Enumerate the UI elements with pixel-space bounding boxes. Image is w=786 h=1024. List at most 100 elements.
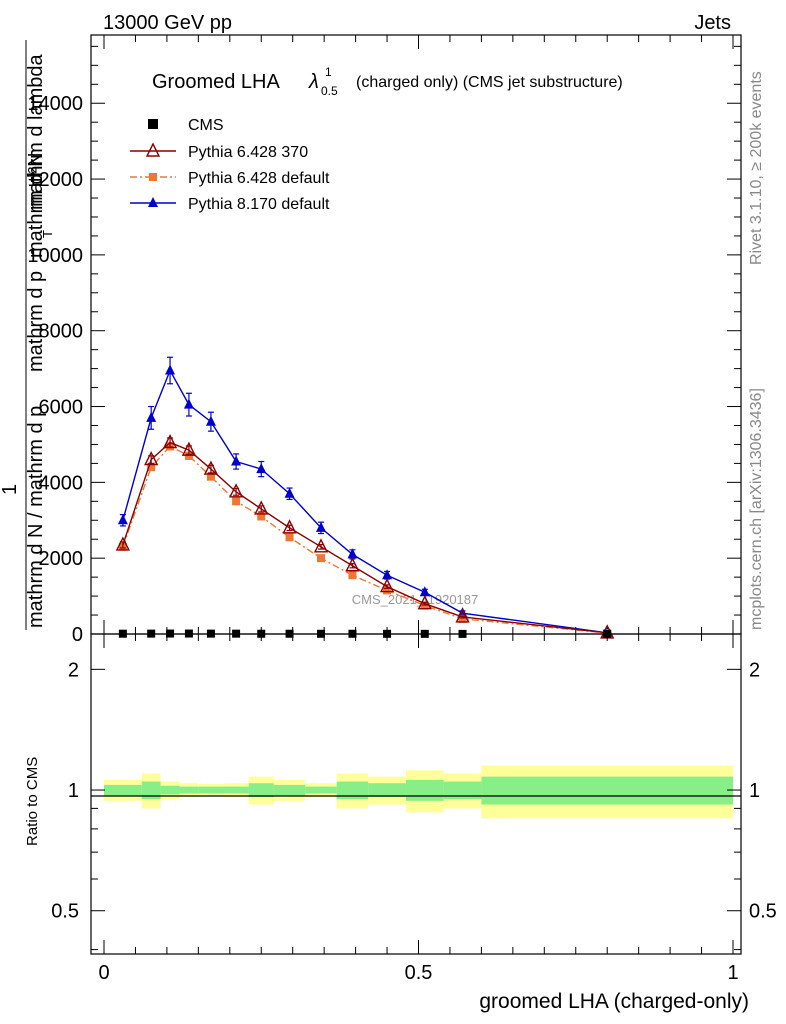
data-point [148, 119, 158, 129]
data-point [181, 441, 197, 456]
data-point [183, 398, 194, 409]
ratio-band-inner [198, 786, 224, 794]
ratio-axis-ticks [91, 634, 741, 954]
data-point [162, 433, 178, 449]
data-point [232, 497, 241, 506]
legend-entry: Pythia 6.428 370 [130, 142, 308, 161]
legend-label: Pythia 8.170 default [188, 196, 330, 213]
title-subscript: 0.5 [321, 84, 338, 98]
ratio-y-tick-label-left: 2 [68, 659, 79, 681]
plot-title: Groomed LHA λ 1 0.5 (charged only) (CMS … [152, 65, 623, 98]
data-point [348, 571, 357, 580]
legend-label: Pythia 6.428 default [188, 170, 330, 187]
ratio-band-inner [443, 781, 482, 799]
series-line [122, 441, 608, 634]
data-point [165, 364, 176, 375]
rivet-label: Rivet 3.1.10, ≥ 200k events [748, 71, 765, 265]
ratio-band-inner [104, 784, 142, 796]
data-point [417, 595, 432, 610]
ratio-band-inner [141, 781, 161, 799]
ratio-band-inner [405, 779, 444, 801]
legend: CMS Pythia 6.428 370 Pythia 6.428 default P… [130, 117, 330, 213]
y-tick-label: 4000 [39, 472, 84, 494]
legend-entry: Pythia 6.428 default [130, 170, 330, 187]
data-point [382, 569, 393, 580]
data-point [254, 500, 269, 515]
ratio-band-inner [160, 785, 180, 795]
title-main: Groomed LHA [152, 71, 280, 93]
series-line [122, 368, 608, 634]
data-point [228, 483, 244, 498]
ylabel-denominator-1: mathrm d N / mathrm d p [25, 406, 47, 628]
ratio-y-tick-label-left: 1 [68, 780, 79, 802]
data-point [205, 415, 216, 426]
ratio-y-tick-label-left: 0.5 [51, 901, 79, 923]
data-point [203, 460, 219, 475]
y-tick-label: 8000 [39, 321, 84, 343]
data-point [117, 514, 128, 525]
data-point [383, 586, 392, 595]
ratio-band-inner [368, 783, 406, 798]
y-tick-label: 14000 [27, 93, 83, 115]
ratio-plot-frame [90, 633, 742, 955]
data-point [115, 536, 131, 551]
data-point [455, 608, 470, 623]
data-point [231, 455, 242, 466]
x-axis-title: groomed LHA (charged-only) [479, 990, 749, 1013]
ratio-band-inner [273, 784, 306, 796]
data-point [282, 519, 297, 534]
legend-entry: Pythia 8.170 default [130, 196, 330, 213]
x-tick-label: 0.5 [405, 962, 433, 984]
ylabel-numerator: mathrm d²N [25, 152, 47, 258]
data-point [148, 197, 158, 207]
ratio-band-inner [336, 781, 369, 799]
y-axis-title: mathrm d²N 1 mathrm d N / mathrm d p mat… [0, 40, 55, 630]
data-point [206, 472, 215, 481]
ratio-band-inner [179, 786, 199, 794]
data-point [458, 614, 467, 623]
data-point [257, 512, 266, 521]
mcplots-label: mcplots.cern.ch [arXiv:1306.3436] [748, 388, 765, 630]
data-point [316, 521, 327, 532]
data-point [317, 554, 326, 563]
energy-label: 13000 GeV pp [103, 12, 232, 34]
data-point [419, 586, 430, 597]
data-point [149, 173, 157, 181]
ratio-bands [104, 765, 733, 819]
x-tick-label: 1 [727, 962, 738, 984]
ratio-band-inner [223, 786, 249, 794]
legend-label: Pythia 6.428 370 [188, 144, 308, 161]
data-point [146, 411, 157, 422]
y-tick-label: 10000 [27, 245, 83, 267]
data-point [313, 538, 329, 553]
title-lambda: λ [308, 71, 319, 93]
ratio-band-inner [305, 786, 337, 794]
series-pythia-8-170-default [117, 356, 613, 637]
ylabel-denominator-3: mathrm d lambda [25, 54, 47, 210]
ratio-y-tick-label-right: 1 [749, 780, 760, 802]
data-point [147, 463, 156, 472]
ratio-tick-labels: 2 2 1 1 0.5 0.5 0 0.5 1 [51, 659, 777, 984]
data-point [145, 142, 161, 157]
ylabel-one: 1 [0, 484, 21, 495]
ratio-band-inner [481, 776, 733, 805]
data-point [347, 548, 358, 559]
data-point [379, 578, 395, 593]
ratio-y-tick-label-right: 0.5 [749, 901, 777, 923]
ratio-y-tick-label-right: 2 [749, 659, 760, 681]
y-tick-label: 2000 [39, 548, 84, 570]
ylabel-denominator-2: mathrm d p [25, 271, 47, 372]
x-tick-label: 0 [98, 962, 109, 984]
title-superscript: 1 [325, 65, 332, 79]
y-tick-label: 6000 [39, 397, 84, 419]
legend-entry: CMS [148, 117, 224, 134]
data-point [345, 557, 360, 572]
series-pythia-6-428-370 [115, 433, 615, 639]
series-pythia-6-428-default [118, 442, 612, 638]
legend-label: CMS [188, 117, 224, 134]
ylabel-subscript-t: T [40, 230, 55, 238]
process-label: Jets [694, 12, 731, 34]
data-point [285, 533, 294, 542]
y-tick-label: 12000 [27, 169, 83, 191]
